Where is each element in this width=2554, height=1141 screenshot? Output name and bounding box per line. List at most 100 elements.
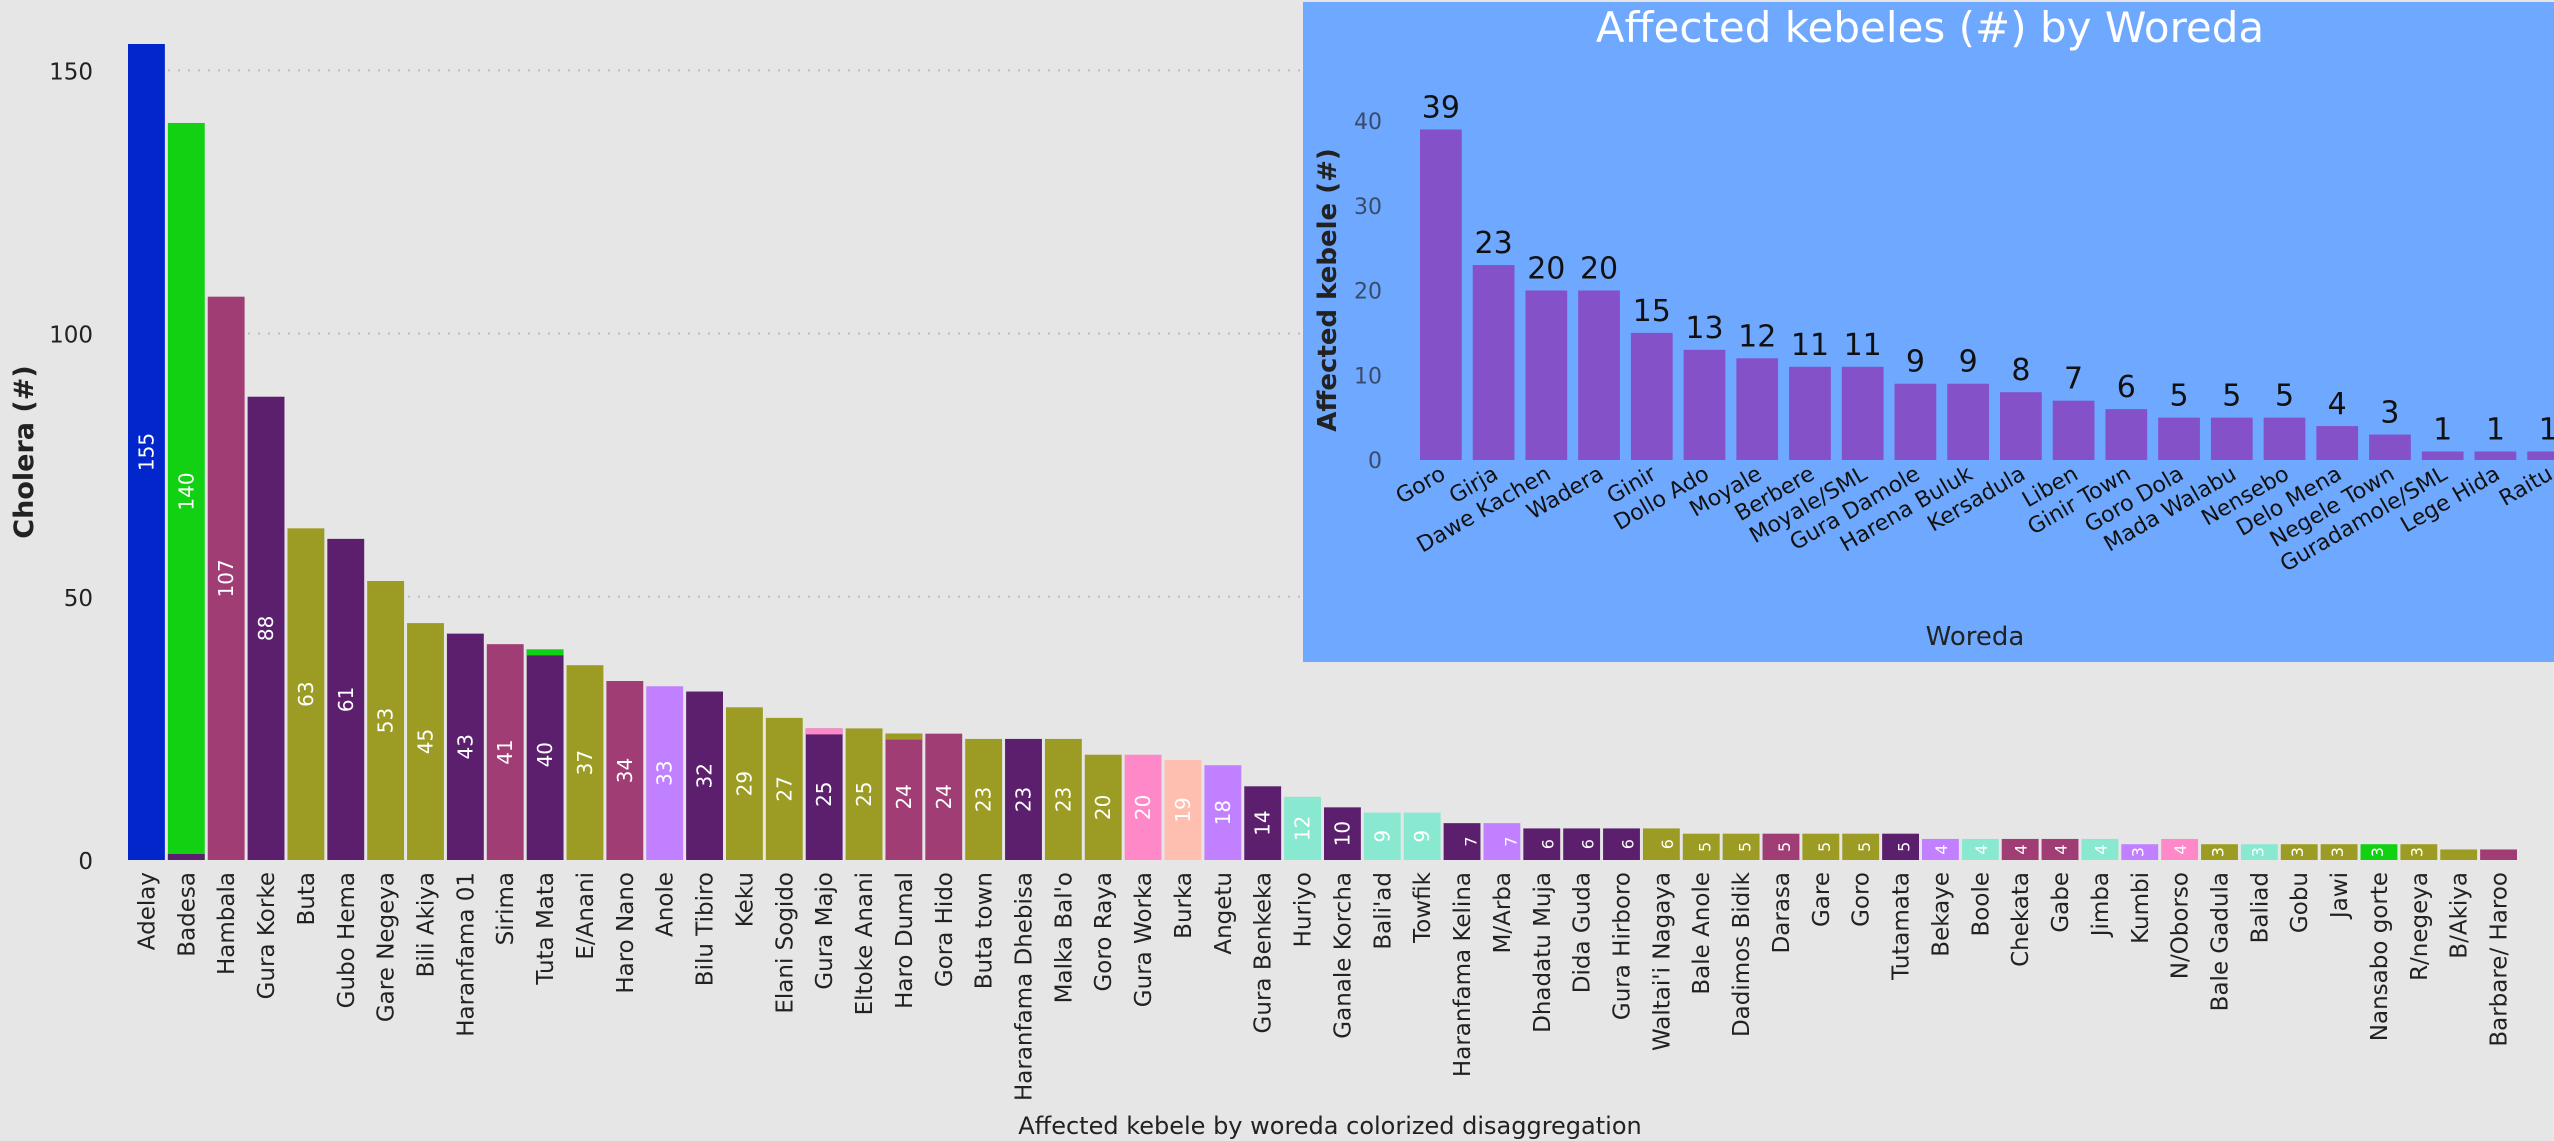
bar [965,738,1003,860]
inset-data-label: 39 [1422,90,1460,125]
inset-data-label: 15 [1633,294,1671,329]
data-label: 155 [134,433,158,471]
inset-bar [2158,417,2200,460]
bar [1044,738,1082,860]
x-tick-label: R/negeya [2407,872,2433,981]
x-tick-label: Gare Negeya [374,872,400,1022]
inset-bar [2052,400,2095,460]
inset-data-label: 3 [2380,396,2399,431]
data-label: 5 [1775,842,1794,852]
bar [2041,838,2079,860]
inset-data-label: 20 [1580,252,1618,287]
data-label: 6 [1539,839,1558,849]
bar [2001,838,2039,860]
data-label: 9 [1410,830,1434,843]
x-tick-label: Haranfama Kelina [1450,872,1476,1077]
bar [1961,838,1999,860]
data-label: 23 [1012,787,1036,812]
inset-data-label: 8 [2011,353,2030,388]
bar [566,665,604,860]
x-tick-label: Jawi [2327,872,2353,920]
x-tick-label: Gura Benkeka [1251,872,1277,1033]
bar [1403,812,1441,860]
data-label: 140 [174,472,198,510]
bar [1762,833,1800,860]
bar [287,528,325,860]
bar [167,122,205,860]
x-tick-label: Gura Korke [254,872,280,999]
data-label: 23 [1051,787,1075,812]
bar [367,580,405,860]
bar [686,691,723,860]
bar [1324,807,1361,860]
bar [1842,833,1880,860]
bar [646,686,684,860]
x-tick-label: Burka [1171,872,1197,939]
data-label: 4 [2052,844,2071,854]
bar [2280,844,2318,860]
inset-bar [1472,265,1515,460]
data-label: 10 [1330,821,1354,846]
inset-bar [1630,332,1673,460]
inset-bar [2474,451,2517,460]
data-label: 45 [414,729,438,754]
data-label: 53 [374,708,398,733]
x-tick-label: Gura Worka [1131,872,1157,1007]
x-tick-label: N/Oborso [2168,872,2194,979]
data-label: 27 [772,776,796,801]
data-label: 12 [1291,816,1315,841]
x-tick-label: Elani Sogido [772,872,798,1014]
bar [2360,844,2398,860]
data-label: 23 [972,787,996,812]
x-tick-label: Tuta Mata [533,872,559,986]
inset-y-tick-label: 30 [1354,195,1382,220]
data-label: 33 [653,760,677,785]
bar-segment [526,649,564,656]
data-label: 63 [294,681,318,706]
x-tick-label: Huriyo [1291,872,1317,947]
x-tick-label: Baliad [2247,872,2273,943]
bar [1603,828,1640,860]
x-tick-label: Goro Raya [1091,872,1117,992]
data-label: 3 [2208,847,2227,857]
bar [327,538,365,860]
bar [2400,844,2438,860]
inset-y-axis-title: Affected kebele (#) [1313,148,1343,432]
data-label: 6 [1578,839,1597,849]
x-tick-label: Goro [1849,872,1875,927]
x-tick-label: Barbare/ Haroo [2487,872,2513,1047]
inset-data-label: 11 [1791,328,1829,363]
data-label: 18 [1211,800,1235,825]
data-label: 3 [2368,847,2387,857]
bar [2161,838,2199,860]
data-label: 6 [1618,839,1637,849]
data-label: 5 [1855,842,1874,852]
bar [1164,759,1202,860]
x-tick-label: Badesa [174,872,200,957]
data-label: 6 [1658,839,1677,849]
bar [207,296,245,860]
bar [1882,833,1919,860]
data-label: 3 [2288,847,2307,857]
bar [925,733,963,860]
inset-bar [1736,358,1779,460]
bar [606,681,644,860]
inset-data-label: 1 [2486,413,2505,448]
x-tick-label: Kumbi [2128,872,2154,944]
x-tick-label: Angetu [1211,872,1237,955]
inset-data-label: 5 [2275,379,2294,414]
inset-x-axis-title: Woreda [1926,622,2025,652]
bar [1722,833,1760,860]
bar [1682,833,1720,860]
bar [1922,838,1959,860]
inset-bar [1683,349,1726,460]
x-tick-label: Gora Hido [932,872,958,987]
inset-y-tick-label: 0 [1368,449,1382,474]
inset-data-label: 7 [2064,362,2083,397]
data-label: 14 [1251,810,1275,835]
x-tick-label: Hambala [214,872,240,975]
inset-bar [2421,451,2464,460]
data-label: 4 [1932,844,1951,854]
